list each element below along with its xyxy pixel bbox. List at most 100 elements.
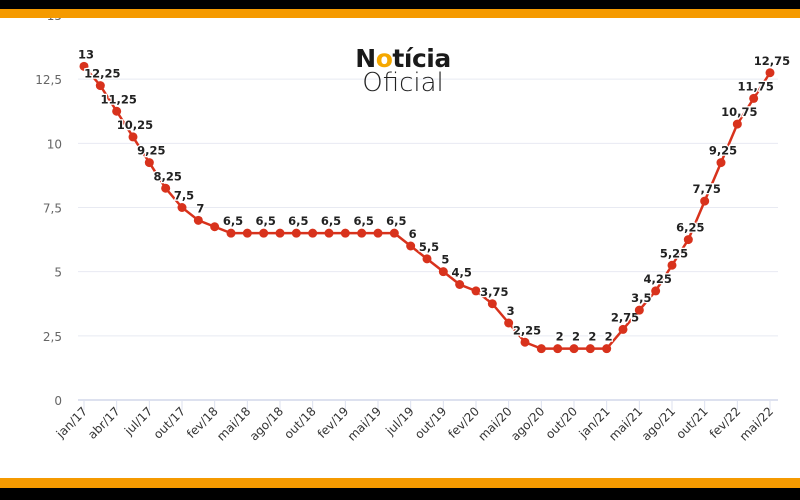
data-point	[667, 260, 677, 270]
x-tick-label: mai/18	[214, 404, 253, 443]
data-label: 2,25	[513, 323, 541, 337]
data-point	[324, 228, 334, 238]
data-point	[569, 344, 579, 354]
data-label: 4,25	[643, 272, 671, 286]
data-label: 4,5	[451, 266, 471, 280]
data-point	[210, 222, 220, 232]
data-label: 10,75	[721, 105, 757, 119]
data-label: 6,5	[353, 214, 373, 228]
x-tick-label: abr/17	[85, 404, 123, 442]
data-point	[422, 254, 432, 264]
data-point	[389, 228, 399, 238]
top-frame-black	[0, 0, 800, 9]
x-tick-label: mai/21	[606, 404, 645, 443]
logo-subtext: Oficial	[362, 68, 444, 98]
data-label: 5	[441, 253, 449, 267]
data-label: 7	[196, 201, 204, 215]
data-point	[128, 132, 138, 142]
x-tick-label: jan/17	[53, 404, 90, 441]
y-tick-label: 10	[47, 137, 62, 151]
data-label: 13	[78, 47, 94, 61]
data-point	[585, 344, 595, 354]
data-point	[455, 280, 465, 289]
data-point	[275, 228, 285, 238]
data-point	[504, 318, 514, 328]
data-label: 12,75	[754, 54, 790, 68]
data-label: 11,25	[100, 92, 136, 106]
data-point	[226, 228, 236, 238]
data-point	[95, 81, 105, 91]
logo-text: tícia	[392, 44, 451, 73]
data-point	[340, 228, 350, 238]
data-point	[79, 61, 89, 71]
data-point	[259, 228, 269, 238]
data-label: 11,75	[737, 79, 773, 93]
data-point	[161, 183, 171, 193]
data-point	[406, 241, 416, 251]
data-point	[144, 158, 154, 168]
data-label: 2	[572, 330, 580, 344]
data-label: 2	[556, 330, 564, 344]
data-label: 7,5	[174, 189, 194, 203]
data-label: 6,5	[255, 214, 275, 228]
data-label: 5,5	[419, 240, 439, 254]
data-point	[373, 228, 383, 238]
data-point	[553, 344, 563, 354]
location-pin-icon: o	[375, 44, 393, 73]
data-label: 6	[409, 227, 417, 241]
x-tick-label: out/17	[151, 404, 188, 441]
data-point	[536, 344, 546, 354]
data-label: 6,5	[386, 214, 406, 228]
x-tick-label: out/18	[281, 404, 318, 441]
logo-text: N	[355, 44, 376, 73]
data-point	[487, 299, 497, 309]
top-frame-orange	[0, 9, 800, 18]
y-tick-label: 2,5	[43, 330, 62, 344]
bottom-frame-black	[0, 488, 800, 500]
data-label: 12,25	[84, 67, 120, 81]
x-tick-label: out/21	[673, 404, 710, 441]
data-label: 3,75	[480, 285, 508, 299]
data-label: 6,25	[676, 221, 704, 235]
data-label: 7,75	[692, 182, 720, 196]
x-tick-label: mai/19	[345, 404, 384, 443]
data-label: 2,75	[611, 310, 639, 324]
data-point	[112, 106, 122, 116]
data-label: 9,25	[709, 144, 737, 158]
data-point	[716, 158, 726, 168]
data-point	[749, 93, 759, 103]
data-point	[357, 228, 367, 238]
data-point	[602, 344, 612, 354]
data-label: 2	[588, 330, 596, 344]
data-label: 3	[507, 304, 515, 318]
data-label: 6,5	[321, 214, 341, 228]
data-point	[683, 235, 693, 245]
data-label: 8,25	[153, 169, 181, 183]
x-tick-label: out/19	[412, 404, 449, 441]
data-point	[177, 203, 187, 212]
noticia-oficial-logo: Notícia Oficial	[343, 44, 463, 98]
data-point	[618, 324, 628, 334]
data-label: 3,5	[631, 291, 651, 305]
x-tick-label: jul/17	[121, 404, 155, 438]
data-point	[242, 228, 252, 238]
data-label: 5,25	[660, 246, 688, 260]
data-point	[732, 119, 742, 129]
data-label: 10,25	[117, 118, 153, 132]
x-tick-label: out/20	[543, 404, 580, 441]
data-point	[700, 196, 710, 206]
x-tick-label: ago/18	[247, 404, 286, 443]
data-point	[308, 228, 318, 238]
data-point	[765, 68, 775, 78]
data-label: 6,5	[223, 214, 243, 228]
data-point	[193, 215, 203, 225]
x-tick-label: jul/19	[382, 404, 416, 438]
data-point	[471, 286, 481, 296]
y-tick-label: 0	[54, 394, 62, 408]
x-tick-label: mai/20	[475, 404, 514, 443]
data-point	[291, 228, 301, 238]
data-point	[634, 305, 644, 315]
y-tick-label: 5	[54, 266, 62, 280]
bottom-frame-orange	[0, 478, 800, 488]
